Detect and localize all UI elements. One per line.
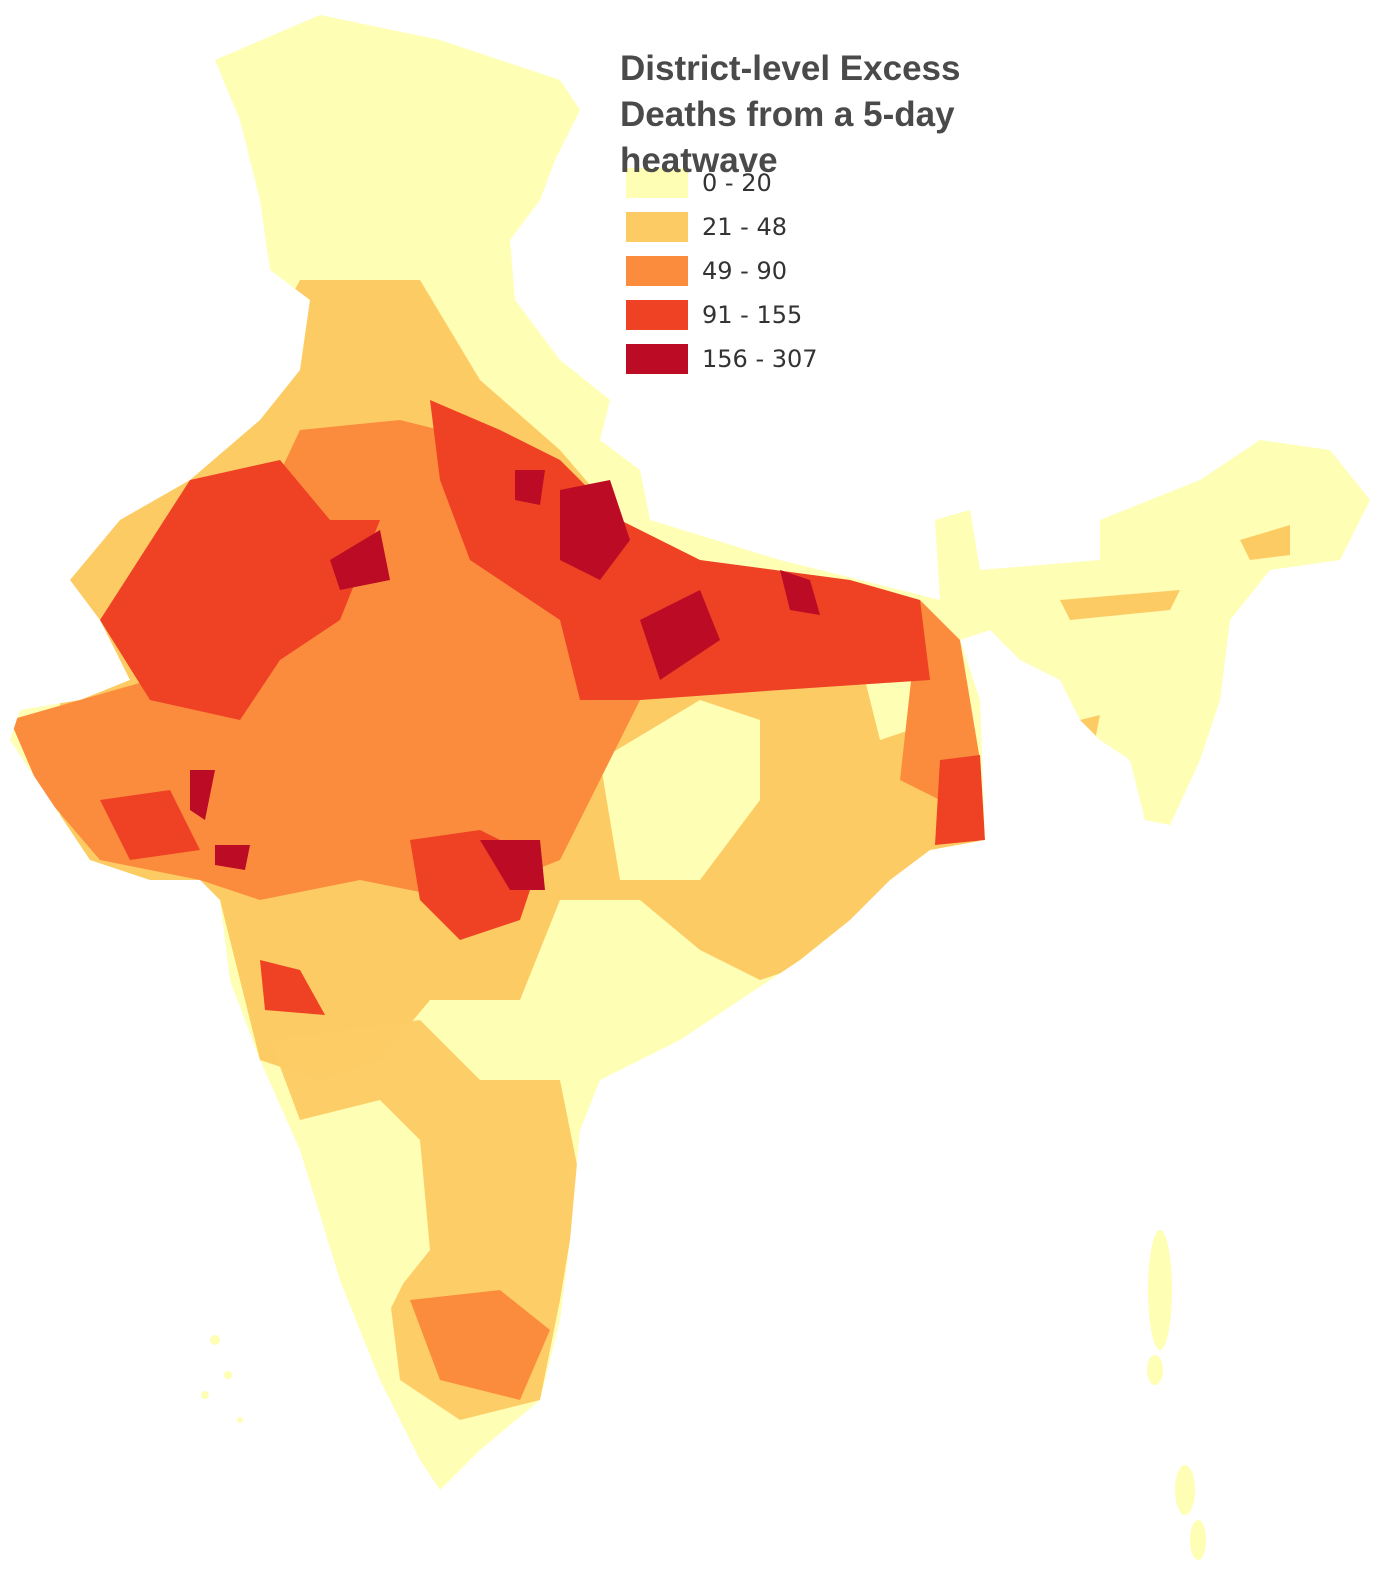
legend-label: 0 - 20 <box>702 169 772 197</box>
legend-swatch <box>626 256 688 286</box>
legend-swatch <box>626 344 688 374</box>
legend-label: 91 - 155 <box>702 301 802 329</box>
legend: 0 - 20 21 - 48 49 - 90 91 - 155 156 - 307 <box>626 168 818 374</box>
legend-swatch <box>626 168 688 198</box>
legend-label: 21 - 48 <box>702 213 787 241</box>
india-map <box>10 15 1370 1560</box>
map-title: District-level Excess Deaths from a 5-da… <box>620 49 961 180</box>
legend-label: 156 - 307 <box>702 345 818 373</box>
legend-swatch <box>626 300 688 330</box>
legend-label: 49 - 90 <box>702 257 787 285</box>
legend-swatch <box>626 212 688 242</box>
